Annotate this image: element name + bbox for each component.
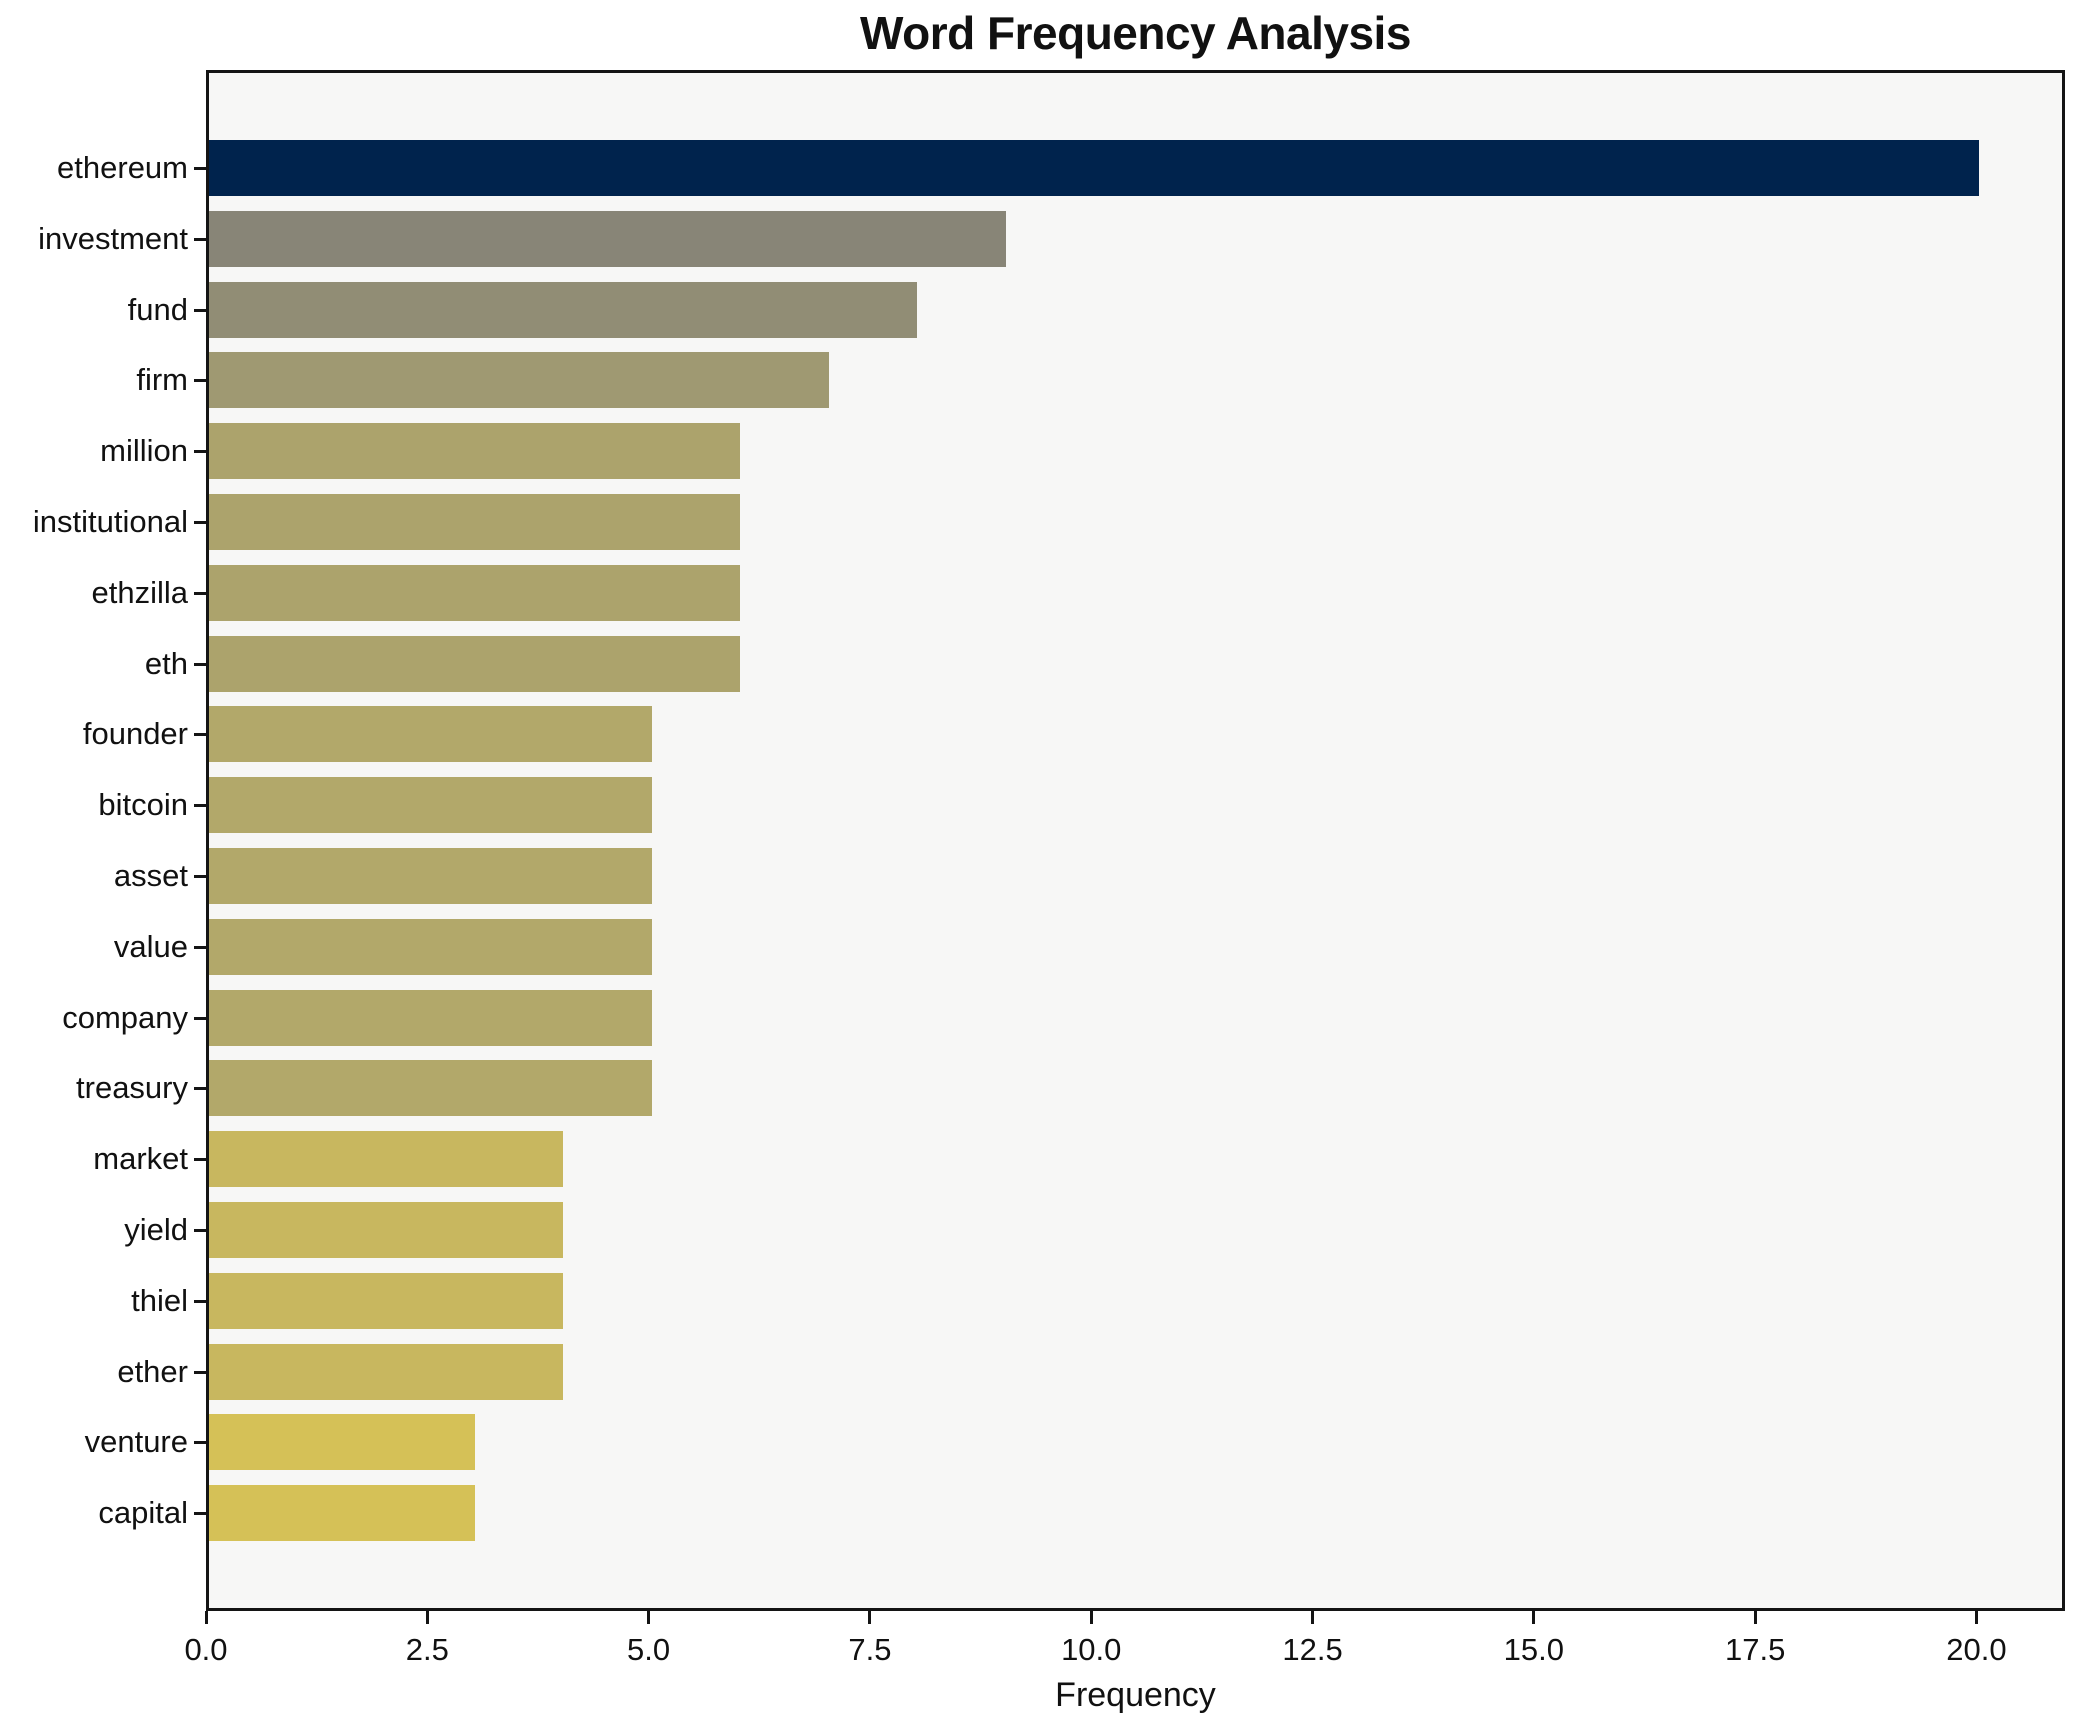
y-tick-label-founder: founder: [82, 716, 188, 752]
y-tick-label-eth: eth: [144, 645, 188, 681]
y-tick-label-bitcoin: bitcoin: [98, 787, 188, 823]
x-tick-mark: [1311, 1611, 1315, 1624]
x-tick-mark: [1753, 1611, 1757, 1624]
bar-yield: [209, 1202, 563, 1258]
bar-fund: [209, 281, 917, 338]
bar-thiel: [209, 1272, 563, 1329]
y-tick-label-treasury: treasury: [76, 1070, 188, 1106]
y-tick-mark: [194, 1158, 206, 1162]
bar-investment: [209, 210, 1006, 267]
bar-asset: [209, 848, 652, 904]
y-tick-label-market: market: [93, 1141, 188, 1177]
y-tick-label-yield: yield: [124, 1212, 188, 1247]
y-tick-mark: [194, 450, 206, 454]
x-tick-mark: [647, 1611, 651, 1624]
x-tick-label-2.5: 2.5: [405, 1632, 449, 1667]
bar-million: [209, 423, 740, 480]
bar-market: [209, 1131, 563, 1188]
y-tick-mark: [194, 875, 206, 878]
x-tick-label-12.5: 12.5: [1282, 1632, 1343, 1667]
y-tick-mark: [194, 591, 206, 595]
y-tick-label-ethzilla: ethzilla: [91, 574, 189, 610]
y-tick-label-investment: investment: [38, 220, 188, 256]
y-tick-mark: [194, 662, 206, 666]
y-tick-label-firm: firm: [136, 362, 188, 398]
y-tick-label-company: company: [62, 999, 188, 1035]
y-tick-mark: [194, 1512, 206, 1516]
x-tick-mark: [1089, 1611, 1093, 1624]
plot-area: [206, 70, 2065, 1611]
y-tick-mark: [194, 1299, 206, 1303]
bar-value: [209, 918, 652, 975]
x-tick-label-10.0: 10.0: [1061, 1632, 1122, 1667]
x-tick-mark: [868, 1611, 872, 1624]
x-tick-label-15.0: 15.0: [1503, 1632, 1565, 1667]
y-tick-label-ethereum: ethereum: [57, 150, 188, 185]
y-tick-mark: [194, 1370, 206, 1374]
y-tick-mark: [194, 308, 206, 312]
x-tick-label-20.0: 20.0: [1946, 1632, 2007, 1667]
x-axis-title: Frequency: [1055, 1676, 1216, 1714]
bar-institutional: [209, 494, 740, 550]
x-tick-mark: [425, 1611, 429, 1624]
y-tick-mark: [194, 1229, 206, 1232]
x-tick-mark: [204, 1611, 208, 1624]
y-tick-label-institutional: institutional: [32, 504, 188, 539]
x-tick-label-7.5: 7.5: [848, 1632, 892, 1667]
y-tick-label-ether: ether: [117, 1353, 188, 1389]
bar-capital: [209, 1485, 475, 1542]
x-tick-label-5.0: 5.0: [627, 1632, 671, 1667]
bar-eth: [209, 635, 740, 692]
bar-firm: [209, 352, 829, 409]
y-tick-label-fund: fund: [127, 291, 188, 327]
bar-ether: [209, 1343, 563, 1400]
y-tick-label-venture: venture: [84, 1424, 188, 1460]
y-tick-mark: [194, 945, 206, 949]
y-tick-mark: [194, 379, 206, 383]
bar-founder: [209, 706, 652, 763]
bar-bitcoin: [209, 777, 652, 834]
bar-venture: [209, 1414, 475, 1471]
x-tick-label-0.0: 0.0: [184, 1632, 228, 1667]
x-tick-label-17.5: 17.5: [1724, 1632, 1786, 1667]
y-tick-mark: [194, 733, 206, 737]
x-tick-mark: [1974, 1611, 1978, 1624]
x-tick-mark: [1532, 1611, 1536, 1624]
y-tick-label-value: value: [113, 928, 188, 964]
y-tick-mark: [194, 1087, 206, 1091]
bar-ethereum: [209, 140, 1979, 196]
y-tick-mark: [194, 1016, 206, 1020]
y-tick-mark: [194, 1441, 206, 1445]
bar-treasury: [209, 1060, 652, 1117]
bar-ethzilla: [209, 564, 740, 621]
y-tick-mark: [194, 237, 206, 241]
chart-title: Word Frequency Analysis: [860, 7, 1411, 59]
y-tick-mark: [194, 521, 206, 524]
y-tick-label-thiel: thiel: [131, 1282, 188, 1318]
bar-company: [209, 989, 652, 1046]
y-tick-label-million: million: [100, 433, 188, 469]
y-tick-label-capital: capital: [98, 1495, 188, 1531]
y-tick-label-asset: asset: [113, 858, 188, 893]
y-tick-mark: [194, 804, 206, 808]
y-tick-mark: [194, 167, 206, 170]
